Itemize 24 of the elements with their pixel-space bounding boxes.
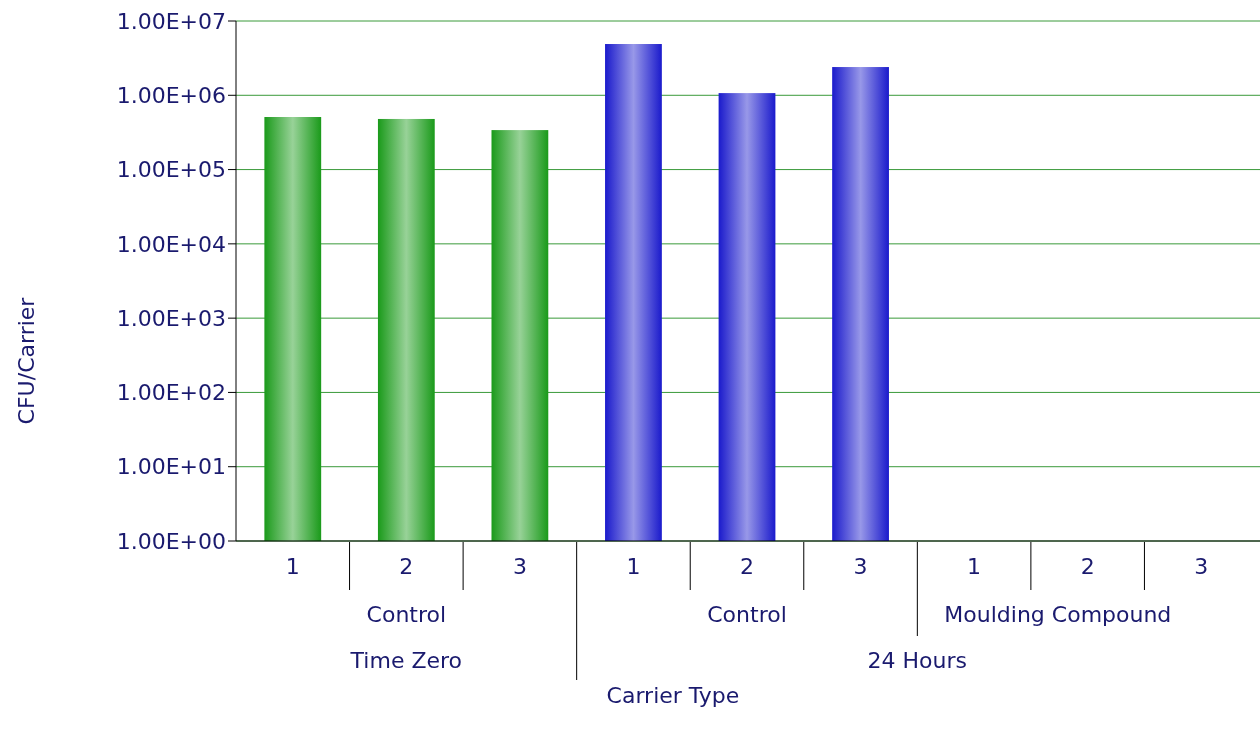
y-tick-label: 1.00E+01 (116, 454, 226, 480)
text: Control (366, 601, 447, 627)
x-tick-label: 1 (285, 553, 300, 579)
x-tick-label: 2 (740, 553, 754, 579)
y-tick-label: 1.00E+06 (116, 82, 226, 108)
y-tick-label: 1.00E+04 (116, 231, 226, 257)
x-tick-label: 3 (512, 553, 527, 579)
y-tick-label: 1.00E+07 (116, 8, 226, 34)
y-tick-label: 1.00E+03 (116, 305, 226, 331)
x-tick-label: 2 (1080, 553, 1095, 579)
y-tick-label: 1.00E+00 (116, 528, 226, 554)
y-tick-label: 1.00E+02 (116, 380, 226, 406)
text: Moulding Compound (944, 601, 1172, 627)
y-tick-label: 1.00E+05 (116, 157, 226, 183)
x-tick-label: 1 (967, 553, 982, 579)
x-tick-label: 1 (626, 553, 641, 579)
y-axis-title: CFU/Carrier (14, 296, 39, 425)
x-tick-label: 2 (399, 553, 414, 579)
text: Control (707, 601, 787, 627)
text: 24 Hours (867, 647, 968, 673)
text: Time Zero (349, 647, 463, 673)
x-tick-label: 3 (1194, 553, 1209, 579)
x-tick-label: 3 (853, 553, 868, 579)
x-axis-title: Carrier Type (606, 682, 740, 708)
